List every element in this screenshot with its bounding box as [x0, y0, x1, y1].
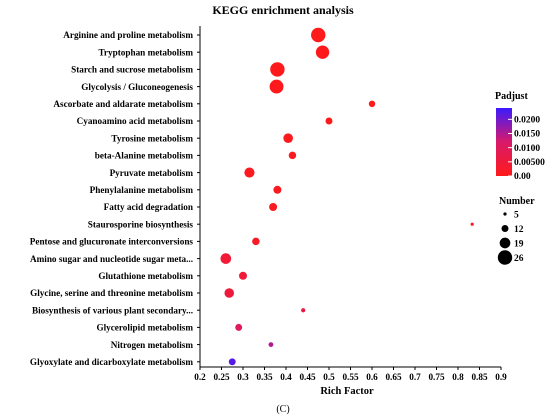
- data-point: [252, 237, 260, 246]
- data-point: [325, 117, 333, 125]
- y-tick-label: Nitrogen metabolism: [111, 340, 194, 350]
- x-tick-label: 0.8: [452, 372, 464, 382]
- size-legend-dot: [499, 237, 511, 249]
- y-tick-label: Amino sugar and nucleotide sugar meta...: [30, 254, 193, 264]
- x-tick-label: 0.7: [409, 372, 421, 382]
- color-legend-tick-label: 0.0100: [514, 144, 540, 154]
- y-tick-label: Glycolysis / Gluconeogenesis: [81, 82, 193, 92]
- y-tick-label: Starch and sucrose metabolism: [71, 65, 193, 75]
- x-tick-label: 0.9: [495, 372, 507, 382]
- x-tick-label: 0.3: [237, 372, 249, 382]
- chart-title: KEGG enrichment analysis: [212, 3, 354, 17]
- y-tick-label: Glycerolipid metabolism: [96, 323, 193, 333]
- color-legend-ticks: 0.0200 0.0150 0.0100 0.00500 0.00: [508, 116, 545, 182]
- x-tick-label: 0.6: [366, 372, 378, 382]
- data-point: [239, 271, 247, 280]
- color-legend-bar: [496, 108, 512, 176]
- data-point: [315, 45, 330, 59]
- data-point: [270, 62, 285, 77]
- y-tick-label: Biosynthesis of various plant secondary.…: [32, 305, 193, 315]
- x-tick-label: 0.55: [342, 372, 358, 382]
- y-tick-label: Glutathione metabolism: [98, 271, 193, 281]
- x-tick-label: 0.85: [471, 372, 487, 382]
- data-point: [288, 151, 297, 160]
- data-point: [311, 27, 326, 43]
- x-tick-label: 0.5: [323, 372, 335, 382]
- color-legend-tick-label: 0.00: [514, 172, 531, 182]
- x-tick-label: 0.75: [428, 372, 444, 382]
- y-tick-label: Glycine, serine and threonine metabolism: [30, 288, 193, 298]
- y-tick-label: Ascorbate and aldarate metabolism: [53, 99, 193, 109]
- x-tick-label: 0.4: [280, 372, 292, 382]
- data-point: [301, 308, 306, 313]
- data-point: [470, 222, 474, 226]
- y-tick-label: Arginine and proline metabolism: [63, 30, 193, 40]
- size-legend-dot: [497, 250, 513, 265]
- size-legend-label: 26: [514, 254, 524, 264]
- y-tick-label: Tyrosine metabolism: [111, 133, 193, 143]
- size-legend-entries: 5 12 19 26: [497, 210, 524, 265]
- color-legend-tick-label: 0.0150: [514, 130, 540, 140]
- y-axis-labels: Arginine and proline metabolism Tryptopha…: [30, 30, 200, 367]
- data-points: [220, 27, 474, 366]
- x-tick-label: 0.2: [194, 372, 206, 382]
- y-tick-label: Pyruvate metabolism: [110, 168, 194, 178]
- data-point: [269, 79, 284, 94]
- x-axis-label: Rich Factor: [320, 386, 374, 397]
- y-tick-label: Tryptophan metabolism: [98, 47, 193, 57]
- size-legend-dot: [501, 225, 509, 232]
- x-tick-label: 0.45: [299, 372, 315, 382]
- size-legend-title: Number: [499, 196, 535, 207]
- data-point: [273, 185, 282, 194]
- data-point: [244, 167, 255, 178]
- color-legend-tick-label: 0.00500: [514, 158, 545, 168]
- y-tick-label: beta-Alanine metabolism: [95, 151, 194, 161]
- data-point: [269, 203, 278, 211]
- size-legend-dot: [503, 212, 507, 216]
- x-tick-label: 0.65: [385, 372, 401, 382]
- data-point: [220, 253, 232, 264]
- data-point: [283, 133, 293, 143]
- x-tick-label: 0.35: [256, 372, 272, 382]
- data-point: [268, 342, 274, 347]
- color-legend-title: Padjust: [495, 91, 528, 102]
- color-legend-tick-label: 0.0200: [514, 116, 540, 126]
- size-legend-label: 12: [514, 225, 524, 235]
- x-axis-ticks: 0.2 0.25 0.3 0.35 0.4 0.45 0.5 0.55 0.6 0.65 0.7 0.…: [194, 367, 507, 382]
- data-point: [368, 100, 376, 108]
- y-tick-label: Cyanoamino acid metabolism: [77, 116, 194, 126]
- data-point: [235, 323, 243, 331]
- figure-caption: (C): [276, 404, 289, 415]
- data-point: [228, 358, 236, 366]
- x-tick-label: 0.25: [213, 372, 229, 382]
- y-tick-label: Phenylalanine metabolism: [90, 185, 194, 195]
- y-tick-label: Fatty acid degradation: [104, 202, 193, 212]
- data-point: [224, 288, 235, 298]
- size-legend-label: 19: [514, 239, 524, 249]
- size-legend-label: 5: [514, 210, 519, 220]
- y-tick-label: Staurosporine biosynthesis: [88, 219, 194, 229]
- y-tick-label: Glyoxylate and dicarboxylate metabolism: [30, 357, 193, 367]
- y-tick-label: Pentose and glucuronate interconversions: [30, 237, 194, 247]
